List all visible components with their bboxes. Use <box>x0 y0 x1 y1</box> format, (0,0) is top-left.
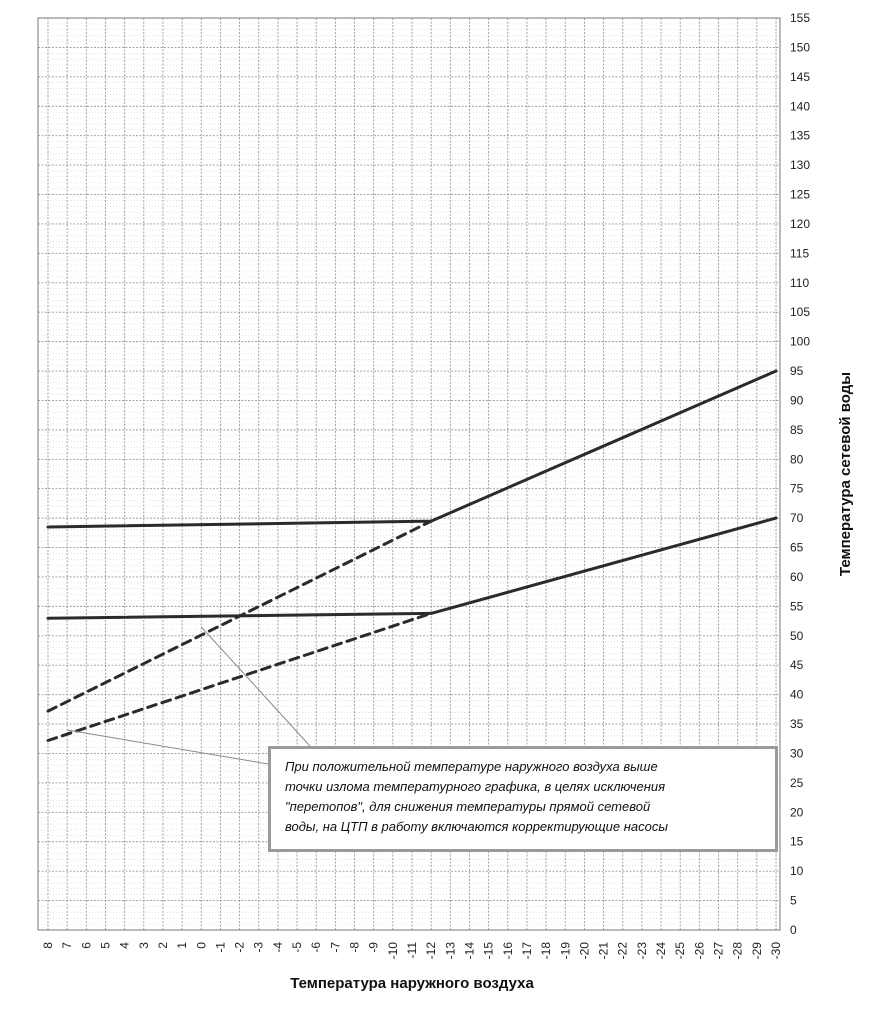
y-tick-label: 35 <box>790 717 804 731</box>
y-tick-label: 95 <box>790 364 804 378</box>
y-tick-label: 70 <box>790 511 804 525</box>
x-tick-label: -1 <box>213 942 227 953</box>
x-tick-label: -23 <box>635 942 649 960</box>
annotation-leader-line <box>67 729 269 765</box>
x-tick-label: -2 <box>233 942 247 953</box>
y-tick-label: 120 <box>790 217 810 231</box>
x-tick-label: -4 <box>271 942 285 953</box>
x-tick-label: -26 <box>692 942 706 960</box>
x-axis-ticks: 8 7 6 5 4 3 2 1 0 -1 -2 -3 -4 -5 -6 -7 -8 -9 -10 -11 -12 -13-… <box>41 942 783 960</box>
x-tick-label: 7 <box>60 942 74 949</box>
y-tick-label: 135 <box>790 129 810 143</box>
y-tick-label: 85 <box>790 423 804 437</box>
y-tick-label: 50 <box>790 629 804 643</box>
x-tick-label: -14 <box>462 942 476 960</box>
series-layer <box>46 369 778 742</box>
x-tick-label: -8 <box>348 942 362 953</box>
dashed-series-line <box>46 611 433 742</box>
y-tick-label: 5 <box>790 894 797 908</box>
annotation-line: воды, на ЦТП в работу включаются коррект… <box>285 819 668 834</box>
x-tick-label: -10 <box>386 942 400 960</box>
x-tick-label: -9 <box>367 942 381 953</box>
y-tick-label: 75 <box>790 482 804 496</box>
x-tick-label: -28 <box>731 942 745 960</box>
y-tick-label: 0 <box>790 923 797 937</box>
annotation-line: "перетопов", для снижения температуры пр… <box>285 799 651 814</box>
y-tick-label: 30 <box>790 746 804 760</box>
x-tick-label: -17 <box>520 942 534 960</box>
plot-frame <box>37 17 781 931</box>
y-tick-label: 25 <box>790 776 804 790</box>
y-tick-label: 150 <box>790 40 810 54</box>
y-tick-label: 140 <box>790 99 810 113</box>
x-tick-label: -18 <box>539 942 553 960</box>
x-axis-title: Температура наружного воздуха <box>290 975 534 992</box>
x-tick-label: 2 <box>156 942 170 949</box>
x-tick-label: 4 <box>118 942 132 949</box>
x-tick-label: -30 <box>769 942 783 960</box>
y-axis-title: Температура сетевой воды <box>837 372 854 576</box>
x-tick-label: -13 <box>443 942 457 960</box>
y-tick-label: 105 <box>790 305 810 319</box>
x-tick-label: -27 <box>712 942 726 960</box>
annotation-line: При положительной температуре наружного … <box>285 759 658 774</box>
y-tick-label: 10 <box>790 864 804 878</box>
y-tick-label: 45 <box>790 658 804 672</box>
x-tick-label: -21 <box>597 942 611 960</box>
x-tick-label: -11 <box>405 942 419 959</box>
annotation-leaders <box>67 626 311 765</box>
x-tick-label: -16 <box>501 942 515 960</box>
dashed-series-line <box>46 519 433 713</box>
y-tick-label: 60 <box>790 570 804 584</box>
annotation-box: При положительной температуре наружного … <box>268 746 778 852</box>
y-tick-label: 55 <box>790 599 804 613</box>
x-tick-label: -22 <box>616 942 630 960</box>
y-tick-label: 155 <box>790 11 810 25</box>
x-tick-label: -20 <box>577 942 591 960</box>
y-tick-label: 20 <box>790 805 804 819</box>
x-tick-label: -19 <box>558 942 572 960</box>
x-tick-label: 0 <box>194 942 208 949</box>
x-tick-label: 8 <box>41 942 55 949</box>
y-axis-ticks: 0 5 10 15 20 25 30 35 40 45 50 55 60 65 70 75 80 85 90 95 10… <box>790 11 810 937</box>
y-tick-label: 145 <box>790 70 810 84</box>
y-tick-label: 90 <box>790 393 804 407</box>
x-tick-label: -12 <box>424 942 438 960</box>
x-tick-label: 3 <box>137 942 151 949</box>
y-tick-label: 130 <box>790 158 810 172</box>
y-tick-label: 40 <box>790 688 804 702</box>
x-tick-label: -15 <box>482 942 496 960</box>
solid-series-line <box>46 516 778 620</box>
y-tick-label: 15 <box>790 835 804 849</box>
x-tick-label: -24 <box>654 942 668 960</box>
x-tick-label: 1 <box>175 942 189 949</box>
x-tick-label: -6 <box>309 942 323 953</box>
y-tick-label: 80 <box>790 452 804 466</box>
x-tick-label: -5 <box>290 942 304 953</box>
x-tick-label: 5 <box>98 942 112 949</box>
x-tick-label: -3 <box>252 942 266 953</box>
x-tick-label: -25 <box>673 942 687 960</box>
y-tick-label: 115 <box>790 246 809 260</box>
annotation-line: точки излома температурного графика, в ц… <box>285 779 666 794</box>
x-tick-label: 6 <box>79 942 93 949</box>
y-tick-label: 125 <box>790 188 810 202</box>
y-tick-label: 110 <box>790 276 809 290</box>
y-tick-label: 100 <box>790 335 810 349</box>
x-tick-label: -29 <box>750 942 764 960</box>
x-tick-label: -7 <box>328 942 342 953</box>
y-tick-label: 65 <box>790 541 804 555</box>
annotation-leader-line <box>200 626 311 747</box>
